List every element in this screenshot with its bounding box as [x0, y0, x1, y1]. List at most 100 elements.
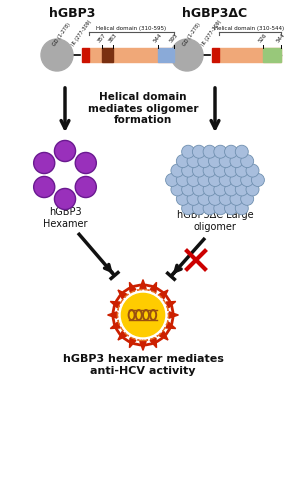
Circle shape	[55, 140, 75, 162]
FancyBboxPatch shape	[102, 48, 113, 62]
FancyBboxPatch shape	[82, 48, 88, 62]
Circle shape	[198, 192, 211, 205]
Circle shape	[241, 192, 254, 205]
Circle shape	[176, 154, 189, 168]
Polygon shape	[150, 338, 156, 347]
Polygon shape	[129, 282, 136, 292]
Circle shape	[166, 174, 179, 186]
Circle shape	[192, 145, 205, 158]
Circle shape	[235, 164, 248, 177]
Circle shape	[208, 174, 222, 186]
FancyBboxPatch shape	[263, 48, 280, 62]
Circle shape	[182, 183, 195, 196]
Polygon shape	[118, 332, 127, 340]
Polygon shape	[108, 312, 117, 318]
Circle shape	[171, 39, 203, 71]
Circle shape	[203, 164, 216, 177]
Circle shape	[230, 174, 243, 186]
Polygon shape	[110, 322, 120, 328]
Circle shape	[198, 174, 211, 186]
Circle shape	[34, 152, 55, 174]
Circle shape	[176, 174, 189, 186]
Circle shape	[246, 164, 259, 177]
Circle shape	[224, 183, 238, 196]
Circle shape	[192, 202, 205, 215]
Polygon shape	[129, 338, 136, 347]
Text: 383: 383	[108, 32, 119, 44]
Polygon shape	[150, 282, 156, 292]
Circle shape	[187, 154, 200, 168]
Circle shape	[41, 39, 73, 71]
Circle shape	[219, 174, 232, 186]
Circle shape	[171, 183, 184, 196]
Circle shape	[235, 202, 248, 215]
Circle shape	[182, 202, 195, 215]
Text: hGBP3: hGBP3	[49, 7, 95, 20]
Circle shape	[187, 174, 200, 186]
Circle shape	[203, 145, 216, 158]
Text: GD (1-278): GD (1-278)	[52, 22, 71, 47]
Circle shape	[214, 164, 227, 177]
Circle shape	[246, 183, 259, 196]
Text: hGBP3ΔC Large
oligomer: hGBP3ΔC Large oligomer	[177, 210, 253, 232]
Polygon shape	[110, 302, 120, 308]
Text: Helical domain (310-595): Helical domain (310-595)	[96, 26, 166, 31]
FancyBboxPatch shape	[158, 48, 174, 62]
Text: 544: 544	[153, 32, 164, 44]
Circle shape	[219, 192, 232, 205]
Circle shape	[214, 145, 227, 158]
Polygon shape	[118, 290, 127, 298]
Circle shape	[198, 154, 211, 168]
Polygon shape	[140, 280, 146, 289]
Text: GD (1-278): GD (1-278)	[182, 22, 201, 47]
Circle shape	[241, 174, 254, 186]
FancyBboxPatch shape	[218, 48, 280, 62]
Circle shape	[219, 154, 232, 168]
Polygon shape	[169, 312, 179, 318]
Circle shape	[75, 152, 96, 174]
Circle shape	[182, 145, 195, 158]
Polygon shape	[159, 332, 168, 340]
Text: 595: 595	[168, 32, 179, 44]
Circle shape	[241, 154, 254, 168]
Circle shape	[235, 183, 248, 196]
Polygon shape	[166, 322, 176, 328]
Circle shape	[187, 192, 200, 205]
Circle shape	[121, 294, 165, 337]
Circle shape	[192, 164, 205, 177]
Circle shape	[176, 192, 189, 205]
Circle shape	[224, 145, 238, 158]
Circle shape	[208, 154, 222, 168]
Circle shape	[75, 176, 96, 198]
Circle shape	[203, 202, 216, 215]
Circle shape	[208, 192, 222, 205]
Circle shape	[214, 183, 227, 196]
FancyBboxPatch shape	[88, 48, 174, 62]
FancyBboxPatch shape	[212, 48, 218, 62]
Circle shape	[230, 192, 243, 205]
Circle shape	[55, 188, 75, 210]
Text: Helical domain
mediates oligomer
formation: Helical domain mediates oligomer formati…	[88, 92, 198, 125]
Circle shape	[192, 183, 205, 196]
Circle shape	[251, 174, 264, 186]
Polygon shape	[159, 290, 168, 298]
Circle shape	[34, 176, 55, 198]
Text: IR (277-309): IR (277-309)	[71, 19, 93, 47]
Circle shape	[230, 154, 243, 168]
Circle shape	[203, 183, 216, 196]
Text: hGBP3ΔC: hGBP3ΔC	[183, 7, 248, 20]
Text: hGBP3
Hexamer: hGBP3 Hexamer	[43, 207, 87, 229]
Circle shape	[224, 164, 238, 177]
Circle shape	[171, 164, 184, 177]
Text: 544: 544	[275, 32, 286, 44]
Circle shape	[235, 145, 248, 158]
Circle shape	[214, 202, 227, 215]
Polygon shape	[140, 341, 146, 350]
Circle shape	[224, 202, 238, 215]
Polygon shape	[166, 302, 176, 308]
Text: Helical domain (310-544): Helical domain (310-544)	[214, 26, 285, 31]
Text: 526: 526	[258, 32, 268, 44]
Text: IR (277-309): IR (277-309)	[201, 19, 223, 47]
Text: hGBP3 hexamer mediates
anti-HCV activity: hGBP3 hexamer mediates anti-HCV activity	[63, 354, 224, 376]
Text: 357: 357	[97, 32, 107, 44]
